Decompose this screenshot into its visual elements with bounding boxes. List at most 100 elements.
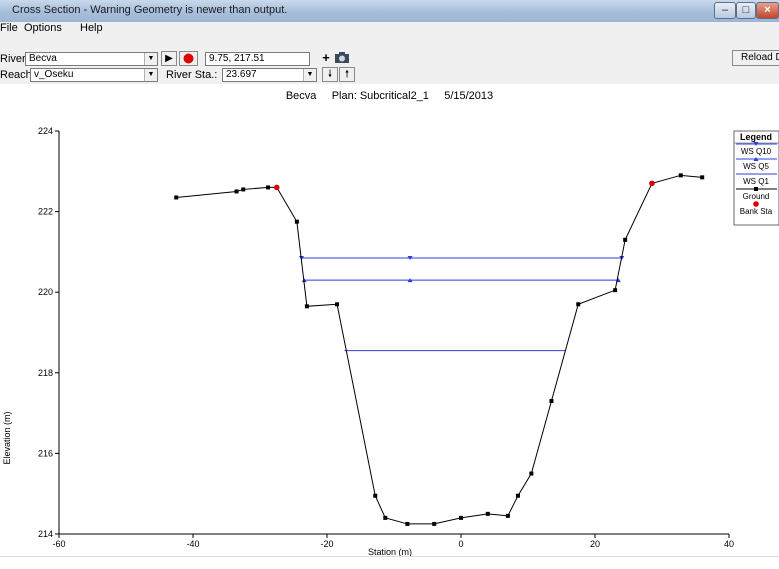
legend-label: Ground xyxy=(743,192,770,201)
legend-label: WS Q1 xyxy=(743,177,769,186)
status-bar xyxy=(0,556,779,569)
menu-help[interactable]: Help xyxy=(80,22,103,34)
menu-file[interactable]: File xyxy=(0,22,18,34)
point-ground xyxy=(294,219,299,224)
point-bank-sta xyxy=(649,180,655,187)
reload-data-button[interactable]: Reload Da xyxy=(732,50,779,66)
chevron-down-icon: ▼ xyxy=(303,69,316,81)
legend-swatch-marker xyxy=(753,142,759,146)
camera-icon xyxy=(335,52,349,63)
minimize-button[interactable]: – xyxy=(714,2,736,19)
point-ground xyxy=(405,521,410,526)
x-tick-label: -60 xyxy=(52,539,65,549)
series-bank-sta xyxy=(273,180,655,191)
camera-button[interactable] xyxy=(334,51,350,66)
legend-item-bank-sta: Bank Sta xyxy=(740,201,773,216)
next-station-button[interactable]: 🠕 xyxy=(339,67,355,82)
legend-item-ws-q1: WS Q1 xyxy=(736,173,777,186)
maximize-button[interactable]: □ xyxy=(736,2,756,19)
point-ground xyxy=(485,511,490,516)
y-tick-label: 214 xyxy=(38,529,53,539)
legend-label: WS Q10 xyxy=(741,147,772,156)
point-ground xyxy=(266,185,271,190)
plus-icon: + xyxy=(322,50,330,65)
legend-label: WS Q5 xyxy=(743,162,769,171)
reach-select[interactable]: v_Oseku ▼ xyxy=(30,68,158,82)
legend: Legend WS Q10 WS Q5 WS Q1 Ground Bank Sta xyxy=(733,130,779,226)
record-icon xyxy=(183,53,194,64)
point-ground xyxy=(515,493,520,498)
play-icon: ▶ xyxy=(165,53,173,64)
legend-swatch-marker xyxy=(753,201,759,207)
point-ground xyxy=(335,302,340,307)
plot-date: 5/15/2013 xyxy=(444,90,494,102)
y-tick-label: 216 xyxy=(38,448,53,458)
menu-options[interactable]: Options xyxy=(24,22,62,34)
plot-river-name: Becva xyxy=(285,90,317,102)
y-axis-label: Elevation (m) xyxy=(2,411,12,464)
legend-item-ground: Ground xyxy=(736,187,777,201)
point-ground xyxy=(576,302,581,307)
point-ws-q5 xyxy=(407,278,413,283)
arrow-down-icon: 🠗 xyxy=(327,69,333,80)
point-ground xyxy=(700,175,705,180)
x-tick-label: 0 xyxy=(458,539,463,549)
coordinate-value: 9.75, 217.51 xyxy=(209,53,265,64)
series-ground xyxy=(174,173,705,526)
coordinate-readout: 9.75, 217.51 xyxy=(205,52,310,66)
x-tick-label: -40 xyxy=(186,539,199,549)
point-ground xyxy=(304,304,309,309)
point-ground xyxy=(623,237,628,242)
toolbar: River: Becva ▼ ▶ 9.75, 217.51 + Reload D… xyxy=(0,36,779,84)
point-ground xyxy=(459,515,463,520)
river-select[interactable]: Becva ▼ xyxy=(25,52,158,66)
river-station-value: 23.697 xyxy=(226,69,257,80)
plot-header: Becva Plan: Subcritical2_1 5/15/2013 xyxy=(0,90,779,102)
river-station-select[interactable]: 23.697 ▼ xyxy=(222,68,317,82)
series-line-ground xyxy=(176,174,703,525)
x-tick-label: 20 xyxy=(590,539,600,549)
add-plot-button[interactable]: + xyxy=(318,51,334,66)
point-ws-q10 xyxy=(407,255,413,260)
legend-swatch-marker xyxy=(754,187,758,191)
x-tick-label: 40 xyxy=(724,539,734,549)
y-tick-label: 224 xyxy=(38,126,53,136)
point-ground xyxy=(549,399,554,404)
river-label: River: xyxy=(0,53,29,65)
series-ws-q5 xyxy=(301,278,621,283)
previous-station-button[interactable]: 🠗 xyxy=(322,67,338,82)
point-ground xyxy=(234,189,239,194)
chevron-down-icon: ▼ xyxy=(144,69,157,81)
point-ground xyxy=(241,187,246,192)
legend-label: Bank Sta xyxy=(740,207,773,216)
river-select-value: Becva xyxy=(29,53,57,64)
point-ground xyxy=(432,521,437,526)
point-ground xyxy=(613,288,618,293)
point-ground xyxy=(505,513,510,518)
reach-select-value: v_Oseku xyxy=(34,69,74,80)
x-tick-label: -20 xyxy=(320,539,333,549)
point-ground xyxy=(678,173,683,178)
cross-section-chart[interactable]: Elevation (m) Station (m) 214 216 218 220 22… xyxy=(0,96,779,556)
window-title: Cross Section - Warning Geometry is newe… xyxy=(12,4,288,16)
legend-swatch-marker xyxy=(753,157,759,161)
y-tick-label: 220 xyxy=(38,287,53,297)
close-button[interactable]: × xyxy=(756,2,779,19)
river-sta-label: River Sta.: xyxy=(166,69,218,81)
title-bar: Cross Section - Warning Geometry is newe… xyxy=(0,0,779,22)
legend-item-ws-q10: WS Q10 xyxy=(736,142,777,156)
y-tick-label: 222 xyxy=(38,207,53,217)
reach-label: Reach: xyxy=(0,69,35,81)
plot-plan-name: Plan: Subcritical2_1 xyxy=(331,90,429,102)
y-tick-label: 218 xyxy=(38,368,53,378)
point-ground xyxy=(529,471,534,476)
x-axis-label: Station (m) xyxy=(368,547,412,556)
chevron-down-icon: ▼ xyxy=(144,53,157,65)
series-ws-q10 xyxy=(299,255,625,260)
point-ground xyxy=(383,515,388,520)
record-button[interactable] xyxy=(179,51,198,66)
legend-item-ws-q5: WS Q5 xyxy=(736,157,777,171)
play-animation-button[interactable]: ▶ xyxy=(161,51,177,66)
legend-title: Legend xyxy=(740,132,772,142)
point-ground xyxy=(174,195,179,200)
